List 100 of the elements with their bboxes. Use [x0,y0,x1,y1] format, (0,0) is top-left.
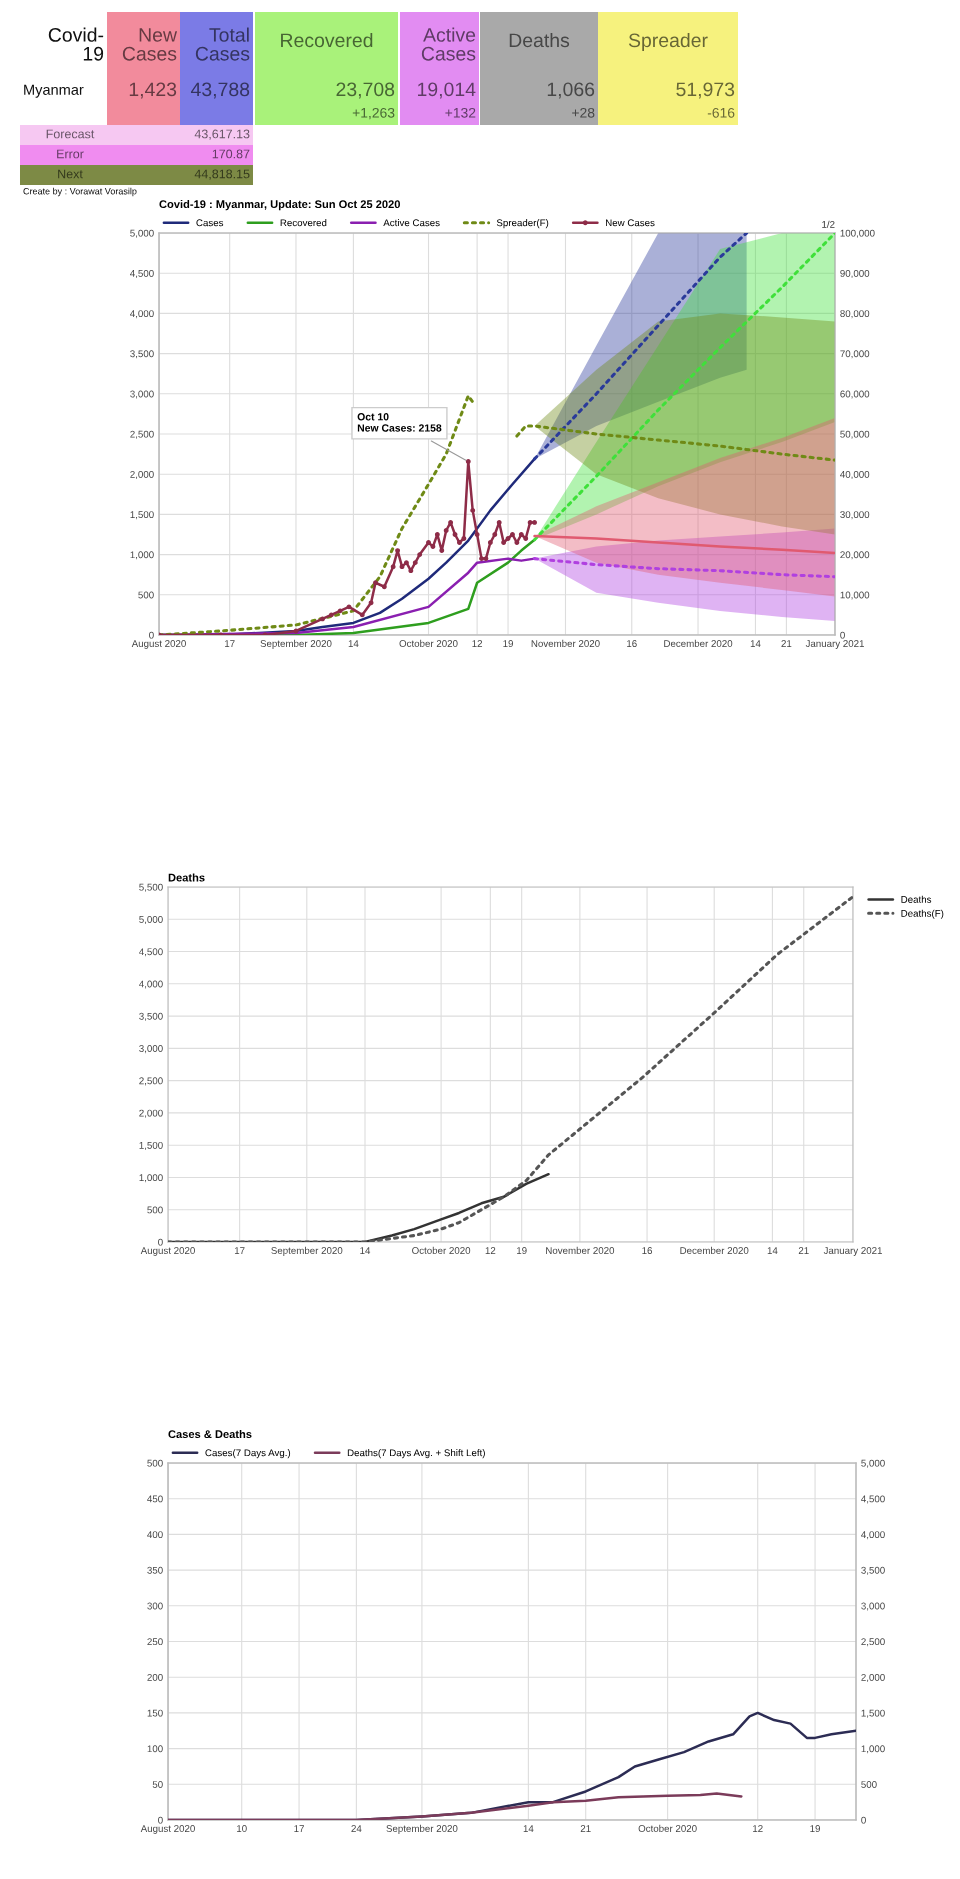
x-tick-label: 17 [234,1247,245,1254]
point [395,548,401,554]
x-tick-label: 14 [360,1247,371,1254]
text: Recovered [281,32,373,48]
point [492,532,498,537]
y2-tick-label: 70,000 [840,350,870,359]
x-tick-label: 14 [767,1247,778,1254]
legend-label: Cases [196,219,224,227]
text: -616 [707,107,735,118]
text: 44,818.15 [194,169,250,180]
y2-tick-label: 10,000 [840,591,870,600]
y-tick-label: 500 [147,1206,163,1214]
text: 170.87 [212,149,250,159]
y-tick-label: 3,500 [139,1012,163,1021]
point [479,556,484,562]
point [452,532,458,537]
y2-tick-label: 3,500 [861,1566,885,1575]
point [399,564,405,570]
y-tick-label: 1,500 [139,1141,163,1150]
y-tick-label: 0 [149,631,154,639]
x-tick-label: December 2020 [680,1246,749,1254]
y-tick-label: 4,500 [139,948,163,957]
x-tick-label: January 2021 [805,640,864,649]
point [346,604,352,610]
y-tick-label: 5,000 [130,229,154,238]
text: Active Cases [421,27,476,61]
point [514,540,520,545]
text: 1/2 [822,220,835,228]
legend-label: Deaths(7 Days Avg. + Shift Left) [347,1449,485,1459]
y2-tick-label: 60,000 [840,390,870,399]
y-tick-label: 300 [147,1602,163,1610]
point [417,552,423,558]
y-tick-label: 1,000 [130,551,154,560]
x-tick-label: 14 [750,640,761,647]
point [439,548,445,554]
y-tick-label: 500 [138,591,154,599]
y-tick-label: 5,000 [139,916,163,925]
point [443,528,449,533]
point [487,540,493,545]
y-tick-label: 2,500 [139,1077,163,1086]
point [430,544,436,549]
x-tick-label: 21 [798,1247,809,1254]
annotation: Oct 10 New Cases: 2158 [357,413,442,432]
y-tick-label: 500 [147,1459,163,1467]
text: 43,617.13 [194,129,250,140]
x-tick-label: 21 [580,1825,591,1832]
y2-tick-label: 40,000 [840,470,870,479]
point [368,600,374,606]
legend-label: Deaths [901,895,932,903]
legend-label: Recovered [280,219,327,227]
point [527,520,533,525]
chart-title: Covid-19 : Myanmar, Update: Sun Oct 25 2020 [159,199,400,211]
y-tick-label: 3,000 [130,390,154,399]
y-tick-label: 200 [147,1673,163,1681]
x-tick-label: 12 [753,1825,763,1832]
text: Total Cases [195,27,250,61]
y2-tick-label: 0 [840,631,845,639]
x-tick-label: November 2020 [531,639,600,647]
point [320,616,325,622]
y2-tick-label: 2,500 [861,1638,885,1647]
x-tick-label: 21 [781,640,792,647]
x-tick-label: August 2020 [140,1825,195,1834]
y-tick-label: 2,500 [130,430,154,439]
point [328,612,334,618]
y2-tick-label: 50,000 [840,430,870,439]
point [461,536,467,541]
y-tick-label: 1,500 [130,511,154,520]
y2-tick-label: 30,000 [840,511,870,520]
y-tick-label: 0 [158,1816,163,1824]
point [470,507,476,513]
text: Deaths [509,32,570,48]
x-tick-label: October 2020 [638,1824,697,1832]
text: New Cases [122,28,178,61]
text: +132 [445,107,476,118]
point [510,532,515,537]
x-tick-label: 19 [517,1247,527,1254]
x-tick-label: November 2020 [546,1246,615,1254]
point [505,536,511,541]
point [412,560,418,566]
y-tick-label: 350 [147,1566,163,1574]
y2-tick-label: 3,000 [861,1602,885,1611]
point [408,568,414,574]
point [457,540,462,545]
text: 51,973 [676,82,735,99]
text: 43,788 [190,82,250,99]
x-tick-label: 12 [485,1247,496,1254]
point [337,608,343,614]
point [426,540,431,545]
point [501,540,507,545]
y-tick-label: 100 [147,1745,163,1753]
text: Covid- 19 [48,27,104,61]
line-series [533,534,835,555]
y-tick-label: 4,500 [130,269,154,278]
text: 1,423 [129,82,177,99]
text: Spreader [628,32,708,52]
legend-label: Spreader(F) [496,219,549,229]
y-tick-label: 2,000 [139,1109,163,1118]
y2-tick-label: 0 [861,1816,866,1824]
x-tick-label: 14 [523,1825,534,1832]
point [293,628,299,634]
